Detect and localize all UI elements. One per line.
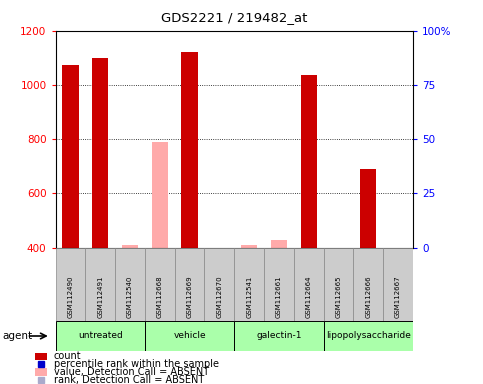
Bar	[294, 248, 324, 321]
Bar	[92, 58, 108, 248]
Bar	[383, 248, 413, 321]
Bar	[56, 248, 85, 321]
Bar	[152, 142, 168, 248]
Text: GSM112665: GSM112665	[336, 276, 341, 318]
Text: lipopolysaccharide: lipopolysaccharide	[326, 331, 411, 341]
Text: GSM112667: GSM112667	[395, 276, 401, 318]
Bar	[360, 169, 376, 248]
Text: percentile rank within the sample: percentile rank within the sample	[54, 359, 218, 369]
Text: GSM112491: GSM112491	[97, 276, 103, 318]
Bar	[241, 245, 257, 248]
Text: galectin-1: galectin-1	[256, 331, 302, 341]
Text: GSM112661: GSM112661	[276, 276, 282, 318]
Bar	[182, 53, 198, 248]
Bar	[354, 248, 383, 321]
Text: GSM112540: GSM112540	[127, 276, 133, 318]
Bar	[300, 76, 317, 248]
Text: untreated: untreated	[78, 331, 123, 341]
Text: count: count	[54, 351, 81, 361]
Bar	[204, 248, 234, 321]
Text: GSM112669: GSM112669	[186, 276, 193, 318]
Text: agent: agent	[2, 331, 32, 341]
Text: GSM112541: GSM112541	[246, 276, 252, 318]
Bar	[122, 245, 138, 248]
Bar	[145, 321, 234, 351]
Text: GSM112670: GSM112670	[216, 276, 222, 318]
Bar	[324, 248, 354, 321]
Bar	[56, 321, 145, 351]
Bar	[145, 248, 175, 321]
Text: vehicle: vehicle	[173, 331, 206, 341]
Text: GSM112490: GSM112490	[68, 276, 73, 318]
Text: GSM112668: GSM112668	[157, 276, 163, 318]
Bar	[234, 248, 264, 321]
Text: GDS2221 / 219482_at: GDS2221 / 219482_at	[161, 12, 308, 25]
Bar	[85, 248, 115, 321]
Text: GSM112666: GSM112666	[365, 276, 371, 318]
Bar	[271, 240, 287, 248]
Bar	[324, 321, 413, 351]
Bar	[175, 248, 204, 321]
Text: rank, Detection Call = ABSENT: rank, Detection Call = ABSENT	[54, 375, 204, 384]
Bar	[35, 353, 47, 360]
Text: GSM112664: GSM112664	[306, 276, 312, 318]
Text: value, Detection Call = ABSENT: value, Detection Call = ABSENT	[54, 367, 209, 377]
Bar	[35, 368, 47, 376]
Bar	[264, 248, 294, 321]
Bar	[115, 248, 145, 321]
Bar	[62, 65, 79, 248]
Bar	[234, 321, 324, 351]
